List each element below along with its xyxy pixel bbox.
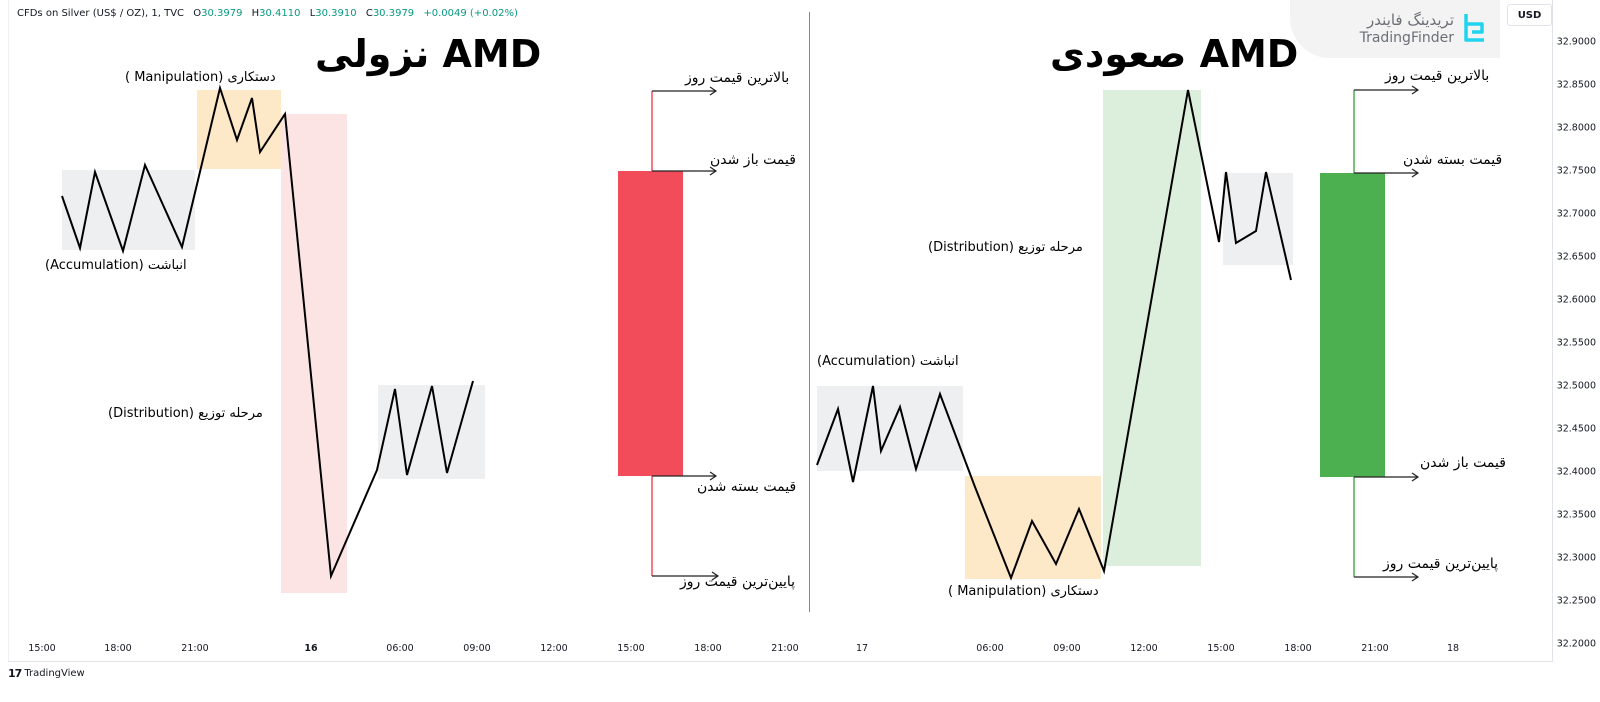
price-label: 32.8000 (1556, 122, 1596, 134)
price-label: 32.7000 (1556, 208, 1596, 220)
price-axis[interactable]: 32.9000 32.8500 32.8000 32.7500 32.7000 … (1554, 0, 1600, 662)
bull-candle-arrows (1354, 85, 1420, 582)
bull-manipulation-label: دستکاری (Manipulation ) (948, 584, 1099, 599)
bear-distribution-zone (281, 114, 347, 593)
time-label: 06:00 (386, 643, 414, 654)
change-value: +0.0049 (+0.02%) (423, 8, 518, 19)
low-value: 30.3910 (315, 8, 357, 19)
price-label: 32.6000 (1556, 294, 1596, 306)
bull-candle-close-label: قیمت بسته شدن (1403, 152, 1503, 168)
time-label: 15:00 (1207, 643, 1235, 654)
price-label: 32.4000 (1556, 466, 1596, 478)
price-label: 32.4500 (1556, 423, 1596, 435)
time-label: 09:00 (463, 643, 491, 654)
half-separator-line (809, 12, 810, 612)
bear-manipulation-label: دستکاری (Manipulation ) (125, 70, 276, 85)
bull-candle-open-label: قیمت باز شدن (1420, 455, 1506, 471)
price-label: 32.7500 (1556, 165, 1596, 177)
time-label: 06:00 (976, 643, 1004, 654)
low-label: L (309, 8, 316, 19)
high-label: H (251, 8, 260, 19)
bull-candle-low-label: پایین‌ترین قیمت روز (1383, 556, 1499, 572)
time-label: 21:00 (1361, 643, 1389, 654)
symbol-name[interactable]: CFDs on Silver (US$ / OZ), 1, TVC (17, 8, 185, 19)
symbol-legend: CFDs on Silver (US$ / OZ), 1, TVC O30.39… (17, 8, 518, 19)
tradingfinder-watermark: تریدینگ فایندر TradingFinder (1290, 0, 1500, 58)
chart-pane[interactable] (8, 0, 1553, 662)
time-label: 21:00 (771, 643, 799, 654)
watermark-name-en: TradingFinder (1359, 29, 1454, 46)
tradingfinder-logo-icon (1464, 14, 1484, 42)
bear-candle-body (618, 171, 683, 476)
bear-candle-low-label: پایین‌ترین قیمت روز (680, 574, 796, 590)
bull-candle-high-label: بالاترین قیمت روز (1385, 68, 1490, 84)
time-label: 09:00 (1053, 643, 1081, 654)
bear-range-zone (378, 385, 485, 479)
chart-left-border (8, 0, 9, 662)
time-label: 15:00 (28, 643, 56, 654)
open-value: 30.3979 (201, 8, 243, 19)
price-label: 32.3500 (1556, 509, 1596, 521)
bullish-title: AMD صعودی (1050, 32, 1299, 76)
time-label-day: 18 (1446, 643, 1460, 654)
bear-candle-close-label: قیمت بسته شدن (697, 479, 797, 495)
currency-button[interactable]: USD (1507, 4, 1552, 26)
bearish-title: AMD نزولی (315, 32, 542, 76)
tradingview-brand: TradingView (24, 668, 85, 679)
time-label-day: 17 (855, 643, 869, 654)
bull-candle-body (1320, 173, 1385, 477)
time-label: 18:00 (104, 643, 132, 654)
tradingview-logo[interactable]: 17 TradingView (8, 667, 85, 680)
bear-candle-open-label: قیمت باز شدن (710, 152, 796, 168)
bear-distribution-label: مرحله توزیع (Distribution) (108, 406, 263, 421)
watermark-name-fa: تریدینگ فایندر (1367, 10, 1454, 29)
time-label: 18:00 (1284, 643, 1312, 654)
price-label: 32.8500 (1556, 79, 1596, 91)
price-label: 32.6500 (1556, 251, 1596, 263)
time-label: 15:00 (617, 643, 645, 654)
close-value: 30.3979 (372, 8, 415, 19)
bear-price-path (61, 84, 474, 580)
time-label: 12:00 (540, 643, 568, 654)
price-label: 32.2500 (1556, 595, 1596, 607)
time-label: 12:00 (1130, 643, 1158, 654)
close-label: C (365, 8, 373, 19)
bear-candle-arrows (652, 86, 720, 581)
high-value: 30.4110 (259, 8, 301, 19)
bull-accumulation-label: انباشت (Accumulation) (817, 354, 959, 369)
time-label: 18:00 (694, 643, 722, 654)
bull-price-path (816, 89, 1292, 581)
bull-distribution-label: مرحله توزیع (Distribution) (928, 240, 1083, 255)
tradingview-mark-icon: 17 (8, 667, 22, 680)
price-label: 32.5000 (1556, 380, 1596, 392)
price-label: 32.9000 (1556, 36, 1596, 48)
bull-manipulation-zone (965, 476, 1101, 579)
bear-accumulation-label: انباشت (Accumulation) (45, 258, 187, 273)
open-label: O (193, 8, 202, 19)
time-label-day: 16 (304, 643, 318, 654)
bear-candle-high-label: بالاترین قیمت روز (685, 70, 790, 86)
price-label: 32.2000 (1556, 638, 1596, 650)
bear-accumulation-zone (62, 170, 195, 250)
price-label: 32.5500 (1556, 337, 1596, 349)
price-label: 32.3000 (1556, 552, 1596, 564)
time-label: 21:00 (181, 643, 209, 654)
